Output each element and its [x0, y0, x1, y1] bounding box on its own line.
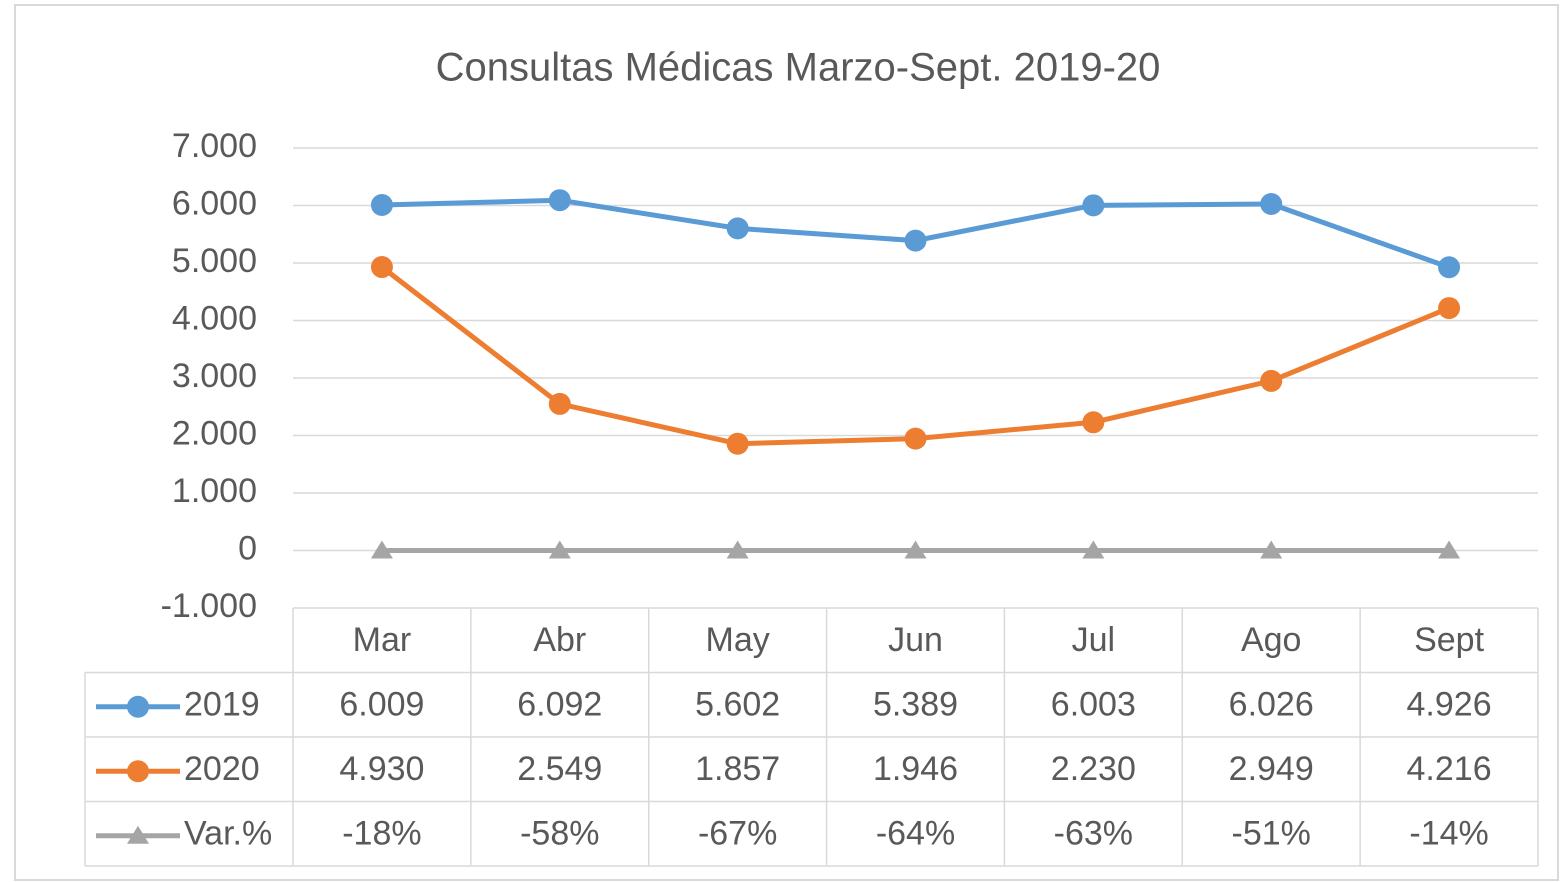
legend-label: 2020 [184, 750, 260, 788]
y-tick-label: 0 [238, 529, 257, 567]
point [1438, 256, 1461, 279]
table-value: 2.230 [1051, 750, 1136, 788]
point [1438, 540, 1461, 559]
point [904, 540, 927, 559]
table-value: 1.946 [873, 750, 958, 788]
legend-marker [127, 825, 149, 844]
point [548, 392, 571, 415]
point [370, 193, 393, 216]
table-value: 5.389 [873, 686, 958, 724]
table-value: 2.549 [517, 750, 602, 788]
point [548, 189, 571, 212]
legend-marker [127, 760, 149, 783]
point [1082, 540, 1105, 559]
x-tick-label: Ago [1241, 621, 1302, 659]
x-tick-label: Abr [533, 621, 586, 659]
point [370, 540, 393, 559]
x-tick-label: Sept [1414, 621, 1484, 659]
table-value: -67% [698, 815, 777, 853]
x-tick-label: Mar [353, 621, 412, 659]
point [904, 229, 927, 252]
y-tick-label: -1.000 [161, 587, 257, 625]
table-value: -64% [876, 815, 955, 853]
point [1438, 297, 1461, 320]
point [1082, 194, 1105, 217]
legend-label: 2019 [184, 686, 260, 724]
y-tick-label: 4.000 [172, 299, 257, 337]
y-tick-label: 2.000 [172, 414, 257, 452]
table-value: -14% [1409, 815, 1488, 853]
point [726, 540, 749, 559]
table-value: 6.003 [1051, 686, 1136, 724]
point [1260, 193, 1283, 216]
point [726, 217, 749, 240]
table-value: 4.216 [1407, 750, 1492, 788]
point [1082, 411, 1105, 434]
legend-label: Var.% [184, 815, 272, 853]
table-value: -63% [1054, 815, 1133, 853]
x-tick-label: May [706, 621, 770, 659]
table-value: 5.602 [695, 686, 780, 724]
table-value: 1.857 [695, 750, 780, 788]
x-tick-label: Jul [1072, 621, 1115, 659]
legend-marker [127, 695, 149, 718]
table-value: 6.092 [517, 686, 602, 724]
table-value: 4.926 [1407, 686, 1492, 724]
point [1260, 540, 1283, 559]
table-value: -51% [1232, 815, 1311, 853]
point [904, 427, 927, 450]
point [548, 540, 571, 559]
point [1260, 369, 1283, 392]
point [726, 432, 749, 455]
table-value: -58% [520, 815, 599, 853]
x-tick-label: Jun [888, 621, 943, 659]
table-value: 4.930 [339, 750, 424, 788]
y-tick-label: 1.000 [172, 472, 257, 510]
table-value: -18% [342, 815, 421, 853]
table-value: 6.009 [339, 686, 424, 724]
y-tick-label: 6.000 [172, 184, 257, 222]
table-value: 6.026 [1229, 686, 1314, 724]
point [370, 256, 393, 279]
y-tick-label: 3.000 [172, 357, 257, 395]
table-value: 2.949 [1229, 750, 1314, 788]
y-tick-label: 5.000 [172, 242, 257, 280]
y-tick-label: 7.000 [172, 127, 257, 165]
chart-title: Consultas Médicas Marzo-Sept. 2019-20 [436, 46, 1161, 90]
